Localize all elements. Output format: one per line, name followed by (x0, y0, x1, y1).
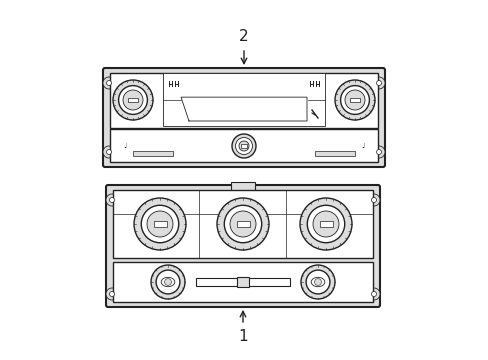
Circle shape (103, 77, 115, 89)
Circle shape (109, 198, 114, 202)
Bar (236, 221, 249, 226)
Circle shape (113, 80, 153, 120)
Circle shape (103, 146, 115, 158)
Circle shape (217, 198, 268, 250)
Bar (314, 151, 354, 156)
Bar (196, 278, 289, 286)
Circle shape (224, 205, 261, 243)
Circle shape (231, 134, 256, 158)
Circle shape (106, 288, 118, 300)
Circle shape (106, 149, 111, 154)
Circle shape (305, 270, 329, 294)
Circle shape (340, 86, 368, 114)
Circle shape (372, 77, 384, 89)
Text: 2: 2 (239, 29, 248, 44)
Bar (153, 221, 166, 226)
Circle shape (376, 149, 381, 154)
Ellipse shape (310, 277, 324, 287)
Text: 1: 1 (238, 329, 247, 344)
Text: ♩: ♩ (123, 143, 126, 149)
Bar (163, 73, 325, 126)
Circle shape (106, 194, 118, 206)
Circle shape (106, 81, 111, 86)
Circle shape (372, 146, 384, 158)
Circle shape (239, 141, 248, 151)
Bar (319, 221, 332, 226)
Circle shape (299, 198, 351, 250)
Circle shape (151, 265, 184, 299)
Circle shape (109, 292, 114, 297)
Bar (241, 144, 246, 148)
Circle shape (119, 86, 147, 114)
Circle shape (235, 138, 252, 154)
Circle shape (123, 90, 142, 110)
Circle shape (371, 198, 376, 202)
Circle shape (376, 81, 381, 86)
Circle shape (367, 288, 379, 300)
Bar (237, 277, 248, 287)
Bar (349, 98, 359, 102)
Bar (113, 190, 372, 258)
Circle shape (371, 292, 376, 297)
Text: ♩: ♩ (361, 143, 364, 149)
Circle shape (164, 279, 171, 285)
Bar (230, 182, 254, 192)
Circle shape (301, 265, 334, 299)
Circle shape (334, 80, 374, 120)
Bar (113, 262, 372, 302)
Bar (128, 98, 138, 102)
FancyBboxPatch shape (103, 68, 384, 167)
Circle shape (367, 194, 379, 206)
Circle shape (345, 90, 364, 110)
FancyBboxPatch shape (106, 185, 379, 307)
Circle shape (314, 279, 321, 285)
Bar (110, 73, 377, 128)
Circle shape (134, 198, 185, 250)
Polygon shape (181, 97, 306, 121)
Ellipse shape (161, 277, 174, 287)
Circle shape (306, 205, 344, 243)
Circle shape (156, 270, 180, 294)
Bar (133, 151, 173, 156)
Circle shape (141, 205, 178, 243)
Circle shape (312, 211, 338, 237)
Circle shape (147, 211, 173, 237)
Bar (110, 129, 377, 162)
Circle shape (229, 211, 256, 237)
